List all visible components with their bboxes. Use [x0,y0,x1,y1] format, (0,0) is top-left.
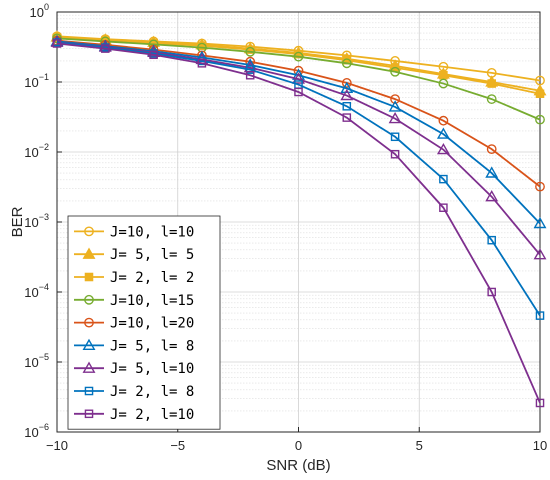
data-point [486,144,497,155]
data-point [245,70,255,80]
y-tick-label: 10−5 [24,352,49,370]
x-tick-label: −5 [170,438,185,453]
data-point [390,149,400,159]
legend-marker [82,338,96,351]
legend-marker [84,226,94,237]
legend-label: J=10, l=15 [110,293,194,309]
data-point [535,114,545,125]
legend-label: J=10, l=10 [110,224,194,240]
data-point [533,216,547,229]
legend-label: J= 2, l= 8 [110,384,194,400]
data-point [487,287,496,297]
data-point [390,132,400,142]
y-tick-label: 10−4 [24,282,49,300]
legend-entry: J= 2, l= 2 [74,270,194,286]
data-point [439,70,448,80]
data-point [388,100,402,112]
legend-label: J= 5, l= 8 [110,338,194,354]
data-point [293,51,304,62]
legend-entry: J=10, l=20 [74,316,194,332]
series-4 [52,33,545,125]
data-point [52,39,62,48]
series-9 [52,39,545,408]
data-point [388,111,402,124]
legend-entry: J= 5, l= 5 [74,247,194,263]
legend-marker [82,361,96,373]
data-point [487,79,496,88]
legend-marker [84,294,94,305]
legend-entry: J=10, l=15 [74,293,194,309]
y-axis-ticks: 100 10−1 10−2 10−3 10−4 10−5 10−6 [24,2,62,440]
data-point [438,115,449,126]
legend-label: J= 5, l= 5 [110,247,194,263]
data-point [342,113,352,122]
data-point [101,44,110,53]
legend-entry: J= 2, l=10 [74,407,194,423]
legend: J=10, l=10 J= 5, l= 5 J= 2, l= 2 J=10, l=15… [67,215,221,430]
y-axis-label: BER [9,206,26,237]
data-point [341,78,352,88]
legend-entry: J= 5, l=10 [74,361,194,377]
legend-marker [82,247,96,259]
y-tick-label: 10−3 [24,212,49,230]
data-point [533,248,547,260]
legend-entry: J= 5, l= 8 [74,338,194,354]
legend-label: J=10, l=20 [110,316,194,332]
data-point [149,50,158,60]
data-point [535,311,545,320]
series-layer [50,30,547,408]
y-tick-label: 10−6 [24,422,49,440]
data-point [342,102,352,111]
data-point [390,94,400,104]
x-tick-label: 10 [533,438,547,453]
legend-marker [84,386,94,396]
data-point [439,174,448,184]
legend-marker [84,317,94,328]
legend-entry: J= 2, l= 8 [74,384,194,400]
data-point [341,58,352,69]
y-tick-label: 10−1 [24,72,49,90]
y-tick-label: 100 [30,2,49,20]
data-point [340,88,354,101]
y-tick-label: 10−2 [24,142,49,160]
data-point [292,72,305,84]
data-point [487,235,496,245]
legend-label: J= 2, l=10 [110,407,194,423]
data-point [197,59,207,68]
data-point [148,39,159,50]
x-axis-ticks: −10 −5 0 5 10 [46,427,547,453]
series-line [56,42,541,404]
data-point [439,203,448,212]
data-point [535,398,545,408]
data-point [535,89,545,98]
series-line [56,41,541,317]
data-point [340,81,354,94]
data-point [535,181,545,192]
legend-label: J= 5, l=10 [110,361,194,377]
x-tick-label: −10 [46,438,68,453]
series-line [56,41,541,256]
data-point [485,190,499,202]
x-axis-label: SNR (dB) [266,457,330,474]
data-point [436,142,450,155]
x-tick-label: 5 [416,438,423,453]
data-point [390,66,400,77]
data-point [245,65,255,74]
data-point [438,78,449,89]
data-point [486,94,497,104]
legend-marker [84,272,94,282]
data-point [294,87,303,97]
data-point [485,166,499,178]
data-point [436,127,450,139]
legend-entry: J=10, l=10 [74,224,194,240]
x-tick-label: 0 [295,438,302,453]
legend-label: J= 2, l= 2 [110,270,194,286]
data-point [245,46,256,57]
series-line [56,37,541,121]
legend-marker [84,409,94,419]
